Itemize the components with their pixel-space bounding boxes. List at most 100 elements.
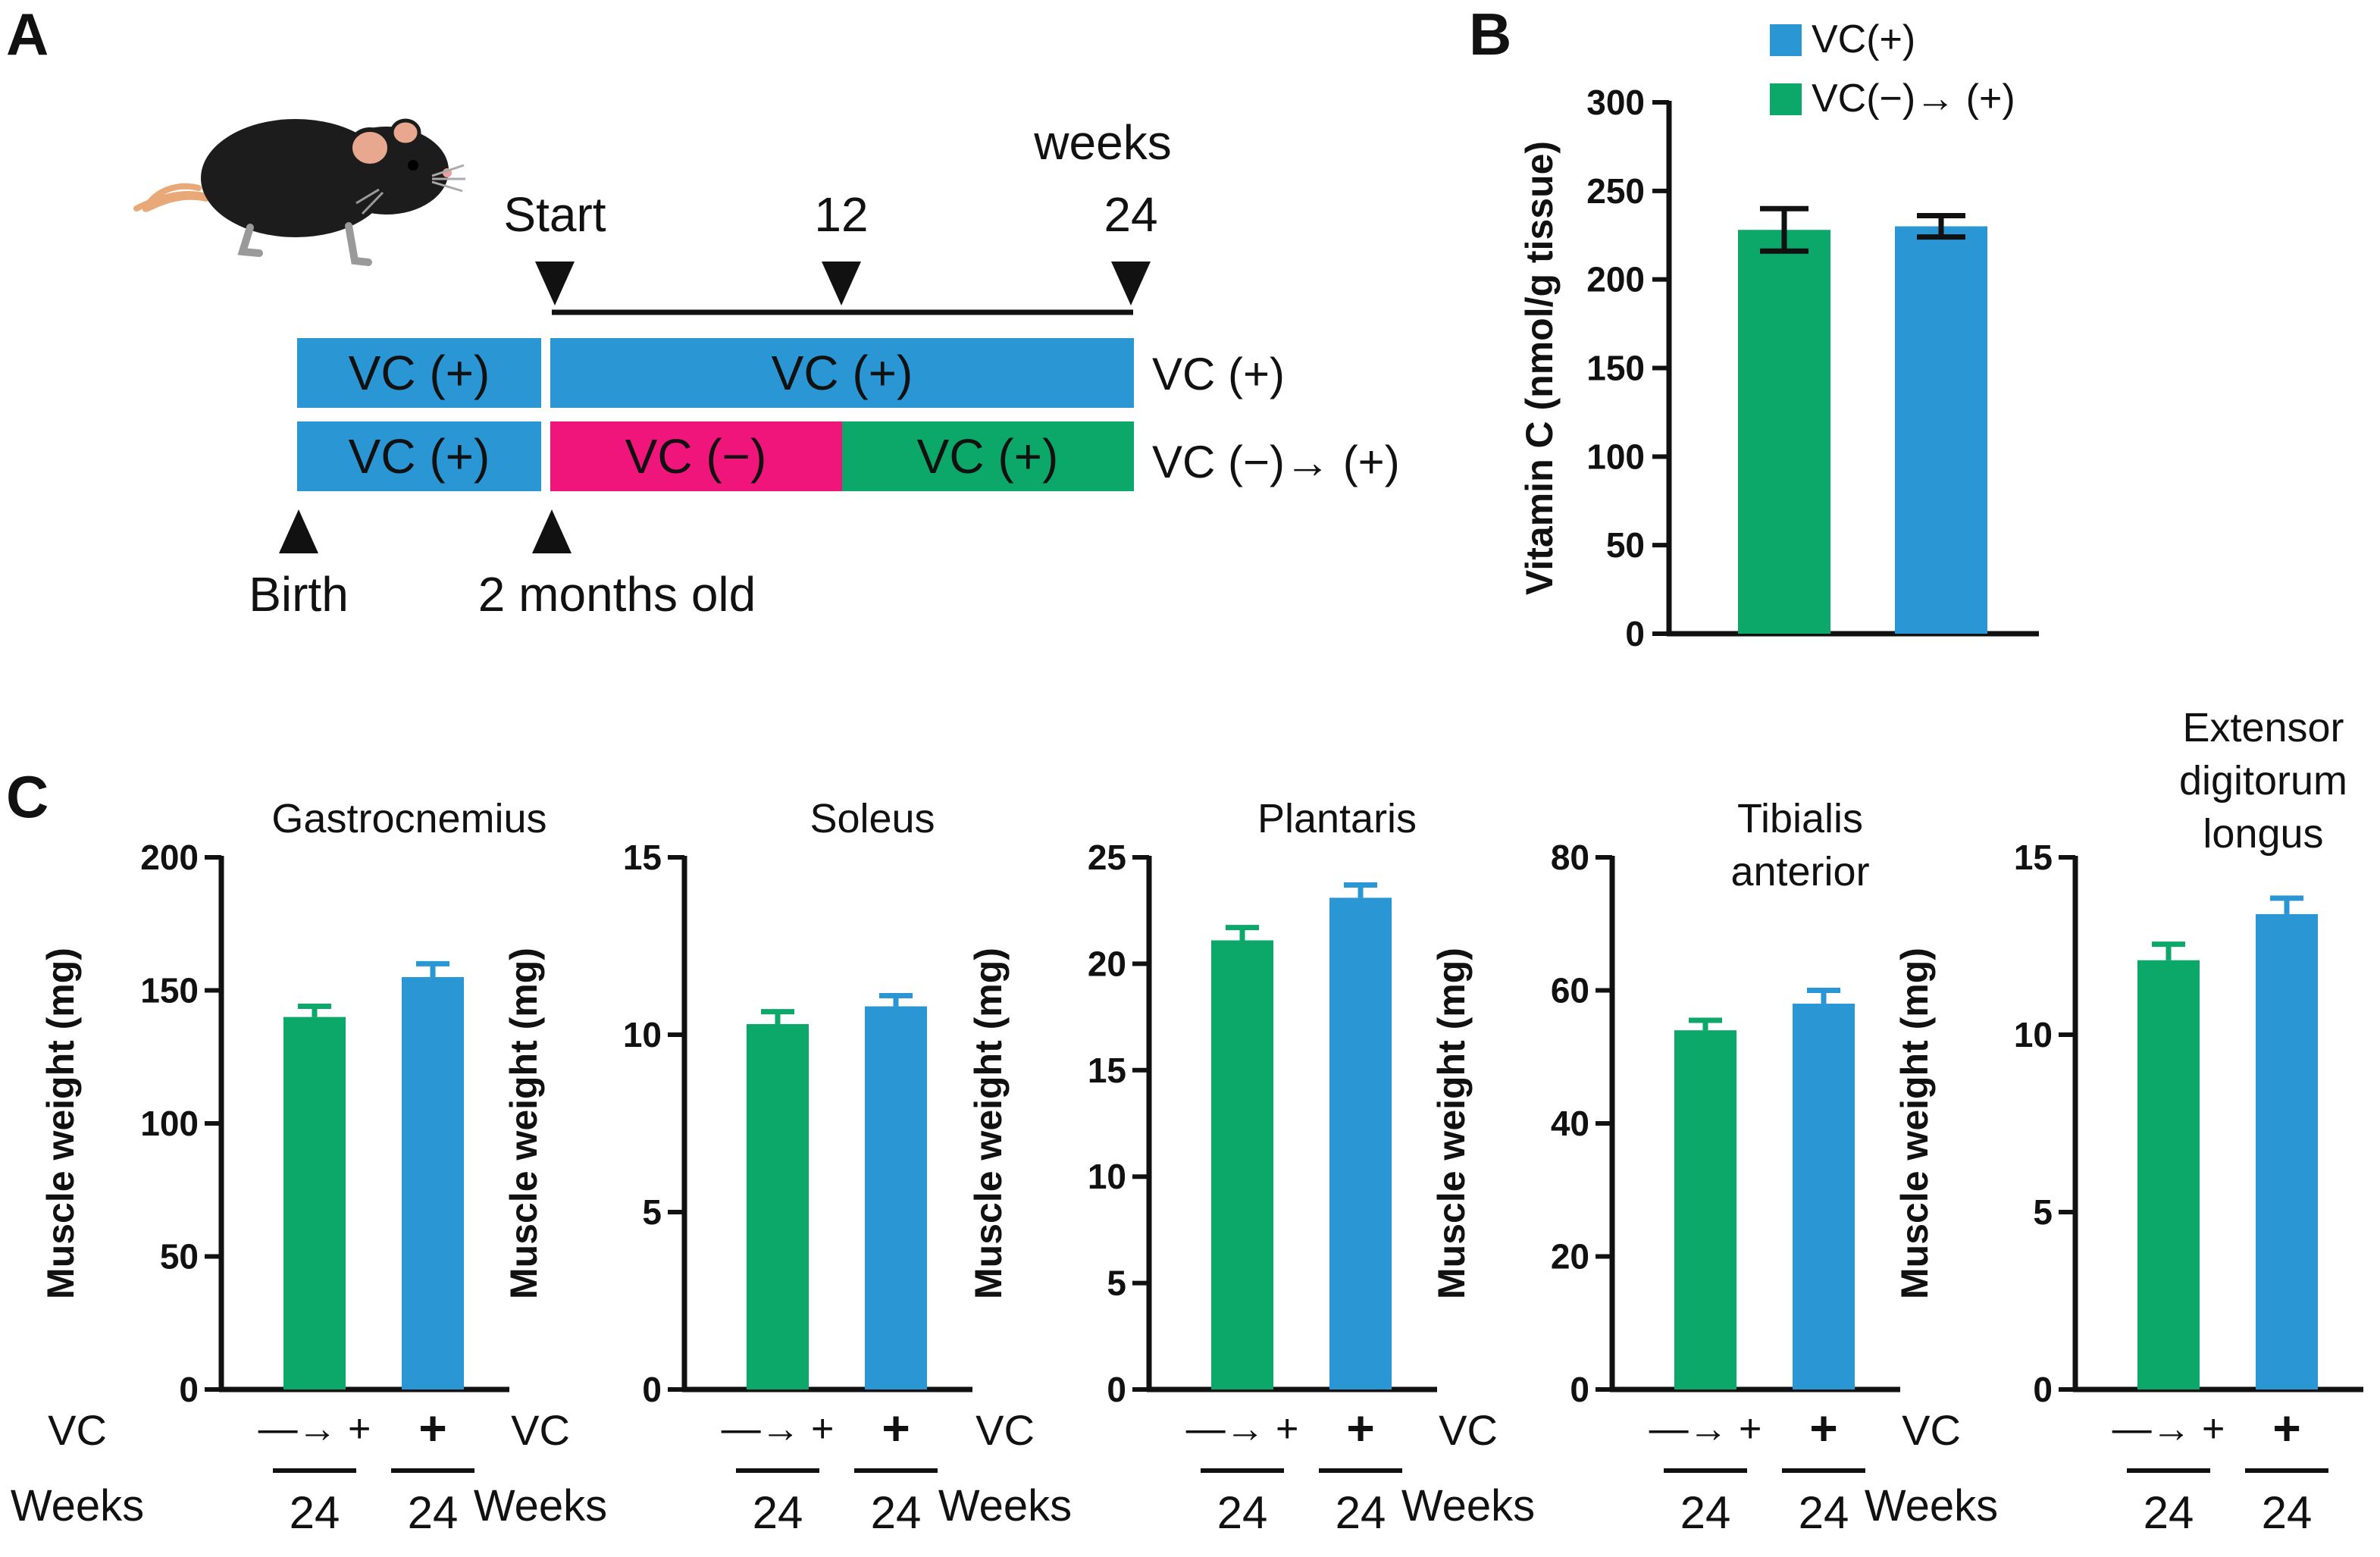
chart-c-vc-label: VC bbox=[1439, 1406, 1498, 1454]
two-months-label: 2 months old bbox=[478, 567, 756, 622]
chart-c-bar bbox=[2137, 960, 2200, 1389]
chart-c-ytick-label: 10 bbox=[2014, 1015, 2053, 1054]
chart-c-weeks-label: Weeks bbox=[1401, 1481, 1535, 1530]
chart-c-ytick-label: 50 bbox=[160, 1237, 199, 1277]
chart-c-vc-group2: + bbox=[1346, 1401, 1374, 1455]
chart-c1: 0 50 100 150 200 Muscle weight (mg) Gastrocnem… bbox=[11, 796, 547, 1538]
chart-c-ylabel: Muscle weight (mg) bbox=[1430, 948, 1473, 1299]
chart-c-ytick-label: 15 bbox=[623, 838, 662, 877]
chart-c2: 0 5 10 15 Muscle weight (mg) Soleus VC —→ + + Wee… bbox=[474, 796, 972, 1538]
chart-b-ytick-label: 50 bbox=[1606, 525, 1645, 565]
chart-c3: 0 5 10 15 20 25 Muscle weight (mg) Plantaris VC —… bbox=[938, 796, 1437, 1538]
birth-label: Birth bbox=[249, 567, 349, 622]
timeline-tick-12: 12 bbox=[814, 187, 868, 242]
chart-c5: 0 5 10 15 Muscle weight (mg) Extensor digitoru… bbox=[1865, 705, 2363, 1538]
chart-c-weeks-group1: 24 bbox=[1217, 1487, 1268, 1538]
chart-c-bar bbox=[2256, 913, 2318, 1389]
row2-pre-bar bbox=[297, 421, 541, 491]
chart-c-title-line: digitorum bbox=[2179, 758, 2347, 804]
row1-pre-label: VC (+) bbox=[349, 346, 490, 400]
row1-pre-bar bbox=[297, 338, 541, 408]
chart-c-ylabel: Muscle weight (mg) bbox=[503, 948, 545, 1299]
timeline-tick-start: Start bbox=[503, 187, 606, 242]
chart-c-weeks-label: Weeks bbox=[474, 1481, 607, 1530]
chart-c-title: Gastrocnemius bbox=[271, 796, 546, 841]
chart-c-bar bbox=[1329, 898, 1392, 1389]
chart-c-bar bbox=[1674, 1030, 1736, 1389]
chart-b-bar bbox=[1738, 230, 1830, 634]
chart-c-vc-group1: —→ + bbox=[1649, 1407, 1762, 1451]
chart-c-ytick-label: 15 bbox=[1088, 1051, 1126, 1090]
birth-marker bbox=[279, 509, 318, 553]
chart-b-legend-label: VC(+) bbox=[1812, 17, 1915, 61]
chart-c-title-line: anterior bbox=[1730, 849, 1869, 894]
chart-c-ylabel: Muscle weight (mg) bbox=[1893, 948, 1936, 1299]
chart-c-vc-label: VC bbox=[975, 1406, 1035, 1454]
chart-c-weeks-group2: 24 bbox=[408, 1487, 459, 1538]
chart-c-weeks-group1: 24 bbox=[2144, 1487, 2194, 1538]
chart-c-ytick-label: 10 bbox=[1088, 1157, 1126, 1196]
timeline-weeks-label: weeks bbox=[1033, 115, 1171, 170]
panel-label-a: A bbox=[6, 1, 49, 67]
row1-main-bar bbox=[550, 338, 1134, 408]
chart-c-weeks-label: Weeks bbox=[11, 1481, 144, 1530]
chart-b-legend-swatch bbox=[1770, 83, 1802, 115]
chart-b-ytick-label: 200 bbox=[1586, 260, 1645, 299]
chart-c-ytick-label: 0 bbox=[642, 1370, 662, 1409]
chart-c-title-line: Tibialis bbox=[1737, 796, 1863, 841]
two-months-marker bbox=[532, 509, 572, 553]
arrow-24-marker bbox=[1111, 262, 1151, 305]
chart-c-weeks-label: Weeks bbox=[1865, 1481, 1998, 1530]
chart-c-ytick-label: 0 bbox=[1107, 1370, 1126, 1409]
chart-c-bar bbox=[402, 976, 464, 1389]
chart-c-bar bbox=[283, 1017, 346, 1389]
row2-pre-label: VC (+) bbox=[349, 429, 490, 484]
chart-c-ytick-label: 25 bbox=[1088, 838, 1126, 877]
row2-group-label: VC (−)→ (+) bbox=[1152, 437, 1400, 487]
chart-c-ytick-label: 0 bbox=[179, 1370, 199, 1409]
chart-c-title: Plantaris bbox=[1257, 796, 1417, 841]
chart-c-title: Soleus bbox=[810, 796, 935, 841]
chart-c-weeks-group1: 24 bbox=[290, 1487, 340, 1538]
chart-b-legend-label: VC(−)→ (+) bbox=[1812, 77, 2015, 121]
chart-c-bar bbox=[865, 1006, 927, 1389]
chart-c-vc-group1: —→ + bbox=[2112, 1407, 2225, 1451]
chart-c-ytick-label: 40 bbox=[1551, 1104, 1589, 1143]
chart-c-vc-group1: —→ + bbox=[722, 1407, 835, 1451]
row1-main-label: VC (+) bbox=[772, 346, 913, 400]
chart-c-ytick-label: 5 bbox=[642, 1192, 662, 1232]
chart-b: 0 50 100 150 200 250 300 Vitamin C (nmol/g tiss… bbox=[1518, 17, 2039, 653]
arrow-12-marker bbox=[822, 262, 861, 305]
row2-second-label: VC (+) bbox=[917, 429, 1059, 484]
chart-c-weeks-group1: 24 bbox=[753, 1487, 803, 1538]
chart-c-vc-label: VC bbox=[511, 1406, 570, 1454]
panel-label-b: B bbox=[1469, 1, 1511, 67]
chart-c-weeks-group1: 24 bbox=[1680, 1487, 1731, 1538]
chart-c-weeks-group2: 24 bbox=[1336, 1487, 1386, 1538]
chart-c-ylabel: Muscle weight (mg) bbox=[39, 948, 82, 1299]
chart-b-bar bbox=[1895, 226, 1987, 634]
chart-b-legend-swatch bbox=[1770, 24, 1802, 56]
chart-c-ytick-label: 80 bbox=[1551, 838, 1589, 877]
chart-c-ytick-label: 60 bbox=[1551, 971, 1589, 1010]
chart-c-vc-group1: —→ + bbox=[1186, 1407, 1299, 1451]
chart-c-ytick-label: 20 bbox=[1551, 1237, 1589, 1277]
timeline-tick-24: 24 bbox=[1104, 187, 1157, 242]
row1-group-label: VC (+) bbox=[1152, 349, 1285, 399]
row2-second-bar bbox=[842, 421, 1134, 491]
chart-c-weeks-group2: 24 bbox=[2262, 1487, 2313, 1538]
chart-c-vc-label: VC bbox=[1902, 1406, 1961, 1454]
chart-c-ytick-label: 0 bbox=[1570, 1370, 1589, 1409]
chart-c-ytick-label: 150 bbox=[140, 971, 199, 1010]
chart-c-ytick-label: 5 bbox=[2033, 1192, 2053, 1232]
row2-minus-bar bbox=[550, 421, 842, 491]
chart-c-ytick-label: 10 bbox=[623, 1015, 662, 1054]
chart-c-ytick-label: 15 bbox=[2014, 838, 2053, 877]
chart-c-bar bbox=[1211, 940, 1273, 1389]
chart-c-vc-group1: —→ + bbox=[258, 1407, 371, 1451]
chart-b-ytick-label: 100 bbox=[1586, 437, 1645, 476]
chart-c-bar bbox=[747, 1023, 809, 1389]
chart-c-ylabel: Muscle weight (mg) bbox=[967, 948, 1010, 1299]
